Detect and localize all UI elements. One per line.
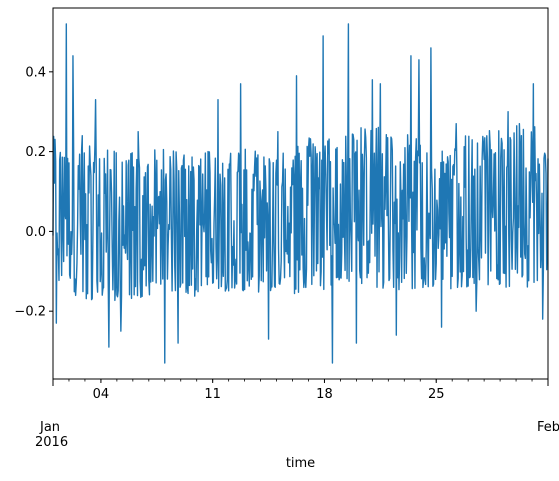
y-axis: −0.2 0.0 0.2 0.4 [14,65,53,320]
x-major-tick-sublabel: 2016 [35,435,68,450]
series-line [52,23,549,364]
x-axis-label: time [286,456,315,471]
x-tick-label: 25 [428,387,445,402]
y-tick-label: −0.2 [14,305,46,320]
y-tick-label: 0.2 [25,145,46,160]
x-tick-label: 11 [204,387,221,402]
y-tick-label: 0.0 [25,225,46,240]
x-major-tick-label: Jan [39,420,60,435]
x-tick-label: 04 [93,387,110,402]
plot-area [52,23,549,364]
y-tick-label: 0.4 [25,65,46,80]
axes-frame [52,7,549,380]
x-major-tick-label: Feb [537,420,559,435]
x-tick-label: 18 [316,387,333,402]
